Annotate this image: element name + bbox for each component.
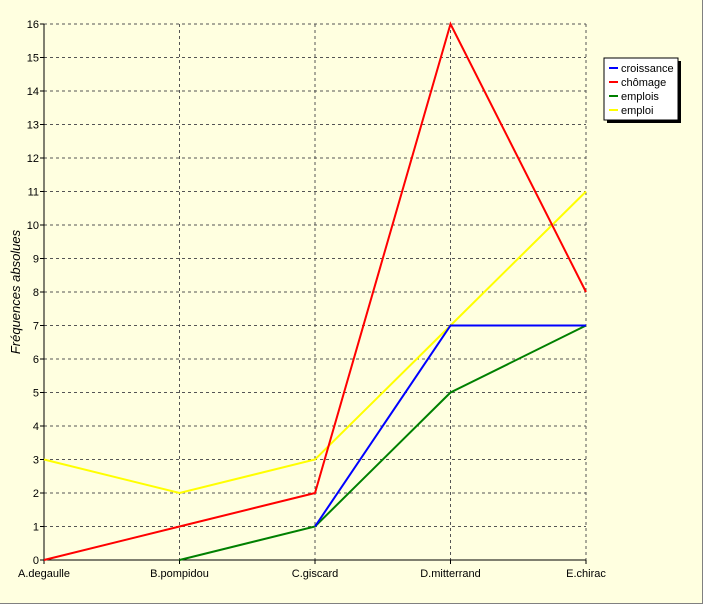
legend-entry: emplois [621,91,659,103]
series-line-croissance [314,324,586,528]
y-tick-label: 2 [33,488,39,500]
y-axis-label: Fréquences absolues [8,229,23,354]
x-tick-label: D.mitterrand [420,568,481,580]
y-tick-label: 0 [33,555,39,567]
series-line-emplois [179,324,587,561]
x-tick-labels: A.degaulle B.pompidou C.giscard D.mitterran… [18,568,606,580]
legend-entry: emploi [621,105,653,117]
y-tick-label: 5 [33,388,39,400]
y-tick-label: 3 [33,455,39,467]
y-tick-label: 9 [33,254,39,266]
series-line-emploi [43,190,587,495]
y-tick-label: 10 [27,220,39,232]
y-tick-label: 7 [33,321,39,333]
legend-entry: croissance [621,63,674,75]
y-tick-label: 1 [33,522,39,534]
x-tick-label: A.degaulle [18,568,70,580]
y-tick-label: 16 [27,19,39,31]
x-tick-label: B.pompidou [150,568,209,580]
y-tick-label: 14 [27,86,39,98]
gridlines [44,23,587,560]
axes [40,23,587,564]
legend-entry: chômage [621,77,666,89]
y-tick-label: 15 [27,53,39,65]
y-tick-label: 4 [33,421,39,433]
y-tick-label: 11 [28,187,39,199]
y-tick-label: 6 [33,354,39,366]
series-lines [43,21,587,561]
y-tick-label: 13 [27,120,39,132]
x-tick-label: C.giscard [292,568,338,580]
y-tick-label: 8 [33,287,39,299]
legend: croissance chômage emplois emploi [603,57,681,123]
x-tick-label: E.chirac [566,568,606,580]
y-tick-label: 12 [27,153,39,165]
series-line-chômage [43,21,587,561]
